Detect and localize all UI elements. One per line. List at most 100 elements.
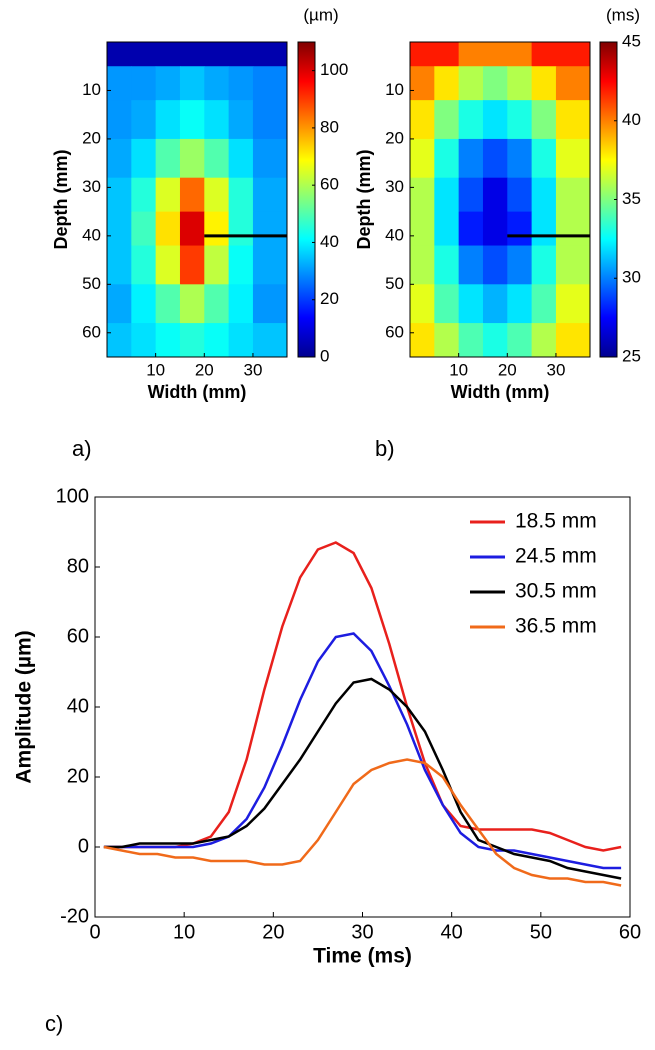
heat-cell	[155, 42, 181, 67]
heat-cell	[155, 323, 181, 358]
heat-cell	[107, 138, 132, 179]
heat-cell	[131, 100, 157, 140]
heat-cell	[458, 177, 484, 213]
heat-cell	[252, 211, 288, 247]
heat-cell	[131, 323, 157, 358]
heat-cell	[252, 42, 288, 67]
heat-cell	[179, 245, 205, 285]
heat-cell	[252, 284, 288, 324]
heat-cell	[228, 138, 254, 179]
heat-cell	[252, 100, 288, 140]
colorbar-tick-label: 45	[622, 31, 641, 50]
heat-cell	[228, 323, 254, 358]
heat-cell	[179, 138, 205, 179]
heat-cell	[155, 66, 181, 101]
colorbar-tick-label: 40	[320, 232, 339, 251]
y-tick-label: 80	[67, 555, 89, 577]
y-tick-label: 30	[385, 177, 404, 196]
heat-cell	[555, 211, 591, 247]
panel-label: a)	[72, 436, 92, 461]
x-tick-label: 10	[173, 921, 195, 943]
heat-cell	[531, 323, 557, 358]
heat-cell	[410, 42, 435, 67]
heat-cell	[131, 245, 157, 285]
data-line	[103, 758, 622, 887]
heat-cell	[555, 42, 591, 67]
heat-cell	[131, 42, 157, 67]
colorbar-tick-label: 20	[320, 289, 339, 308]
heat-cell	[131, 138, 157, 179]
heat-cell	[458, 42, 484, 67]
heat-cell	[507, 138, 533, 179]
heat-cell	[531, 177, 557, 213]
colorbar-label: (µm)	[303, 5, 338, 24]
heat-cell	[507, 211, 533, 247]
data-line	[103, 677, 622, 880]
heat-cell	[507, 100, 533, 140]
heat-cell	[482, 211, 508, 247]
heat-cell	[155, 211, 181, 247]
heat-cell	[458, 66, 484, 101]
x-tick-label: 60	[619, 921, 641, 943]
y-tick-label: 60	[82, 322, 101, 341]
y-tick-label: 20	[67, 765, 89, 787]
y-tick-label: 10	[82, 80, 101, 99]
y-axis-label: Depth (mm)	[51, 150, 71, 250]
heat-cell	[155, 100, 181, 140]
heat-cell	[555, 245, 591, 285]
heat-cell	[228, 245, 254, 285]
heat-cell	[107, 284, 132, 324]
heat-cell	[434, 138, 460, 179]
heat-cell	[531, 100, 557, 140]
heat-cell	[228, 177, 254, 213]
heat-cell	[204, 138, 230, 179]
colorbar-tick-label: 35	[622, 189, 641, 208]
y-tick-label: 10	[385, 80, 404, 99]
heat-cell	[204, 284, 230, 324]
heat-cell	[155, 245, 181, 285]
heat-cell	[458, 211, 484, 247]
heat-cell	[107, 42, 132, 67]
heat-cell	[482, 245, 508, 285]
heat-cell	[204, 245, 230, 285]
y-tick-label: 40	[82, 225, 101, 244]
colorbar-tick-label: 40	[622, 110, 641, 129]
heat-cell	[507, 177, 533, 213]
x-tick-label: 20	[195, 360, 214, 379]
heat-cell	[531, 66, 557, 101]
x-axis-label: Time (ms)	[313, 945, 412, 968]
colorbar-tick-label: 100	[320, 60, 348, 79]
heat-cell	[228, 100, 254, 140]
heat-cell	[252, 245, 288, 285]
heat-cell	[107, 66, 132, 101]
heat-cell	[131, 284, 157, 324]
heat-cell	[107, 177, 132, 213]
heat-cell	[482, 42, 508, 67]
y-tick-label: 100	[56, 485, 89, 507]
heat-cell	[531, 42, 557, 67]
heat-cell	[434, 100, 460, 140]
x-tick-label: 40	[441, 921, 463, 943]
x-tick-label: 0	[89, 921, 100, 943]
heat-cell	[131, 177, 157, 213]
heat-cell	[410, 138, 435, 179]
heat-cell	[410, 66, 435, 101]
heat-cell	[204, 323, 230, 358]
heat-cell	[107, 245, 132, 285]
heat-cell	[555, 323, 591, 358]
heat-cell	[458, 284, 484, 324]
x-tick-label: 30	[546, 360, 565, 379]
heat-cell	[507, 42, 533, 67]
y-tick-label: 20	[385, 128, 404, 147]
heat-cell	[410, 245, 435, 285]
heat-cell	[204, 66, 230, 101]
heat-cell	[410, 100, 435, 140]
heat-cell	[507, 323, 533, 358]
y-tick-label: 60	[67, 625, 89, 647]
heat-cell	[458, 323, 484, 358]
heat-cell	[228, 211, 254, 247]
heat-cell	[179, 211, 205, 247]
heat-cell	[252, 177, 288, 213]
legend-label: 30.5 mm	[515, 580, 597, 603]
